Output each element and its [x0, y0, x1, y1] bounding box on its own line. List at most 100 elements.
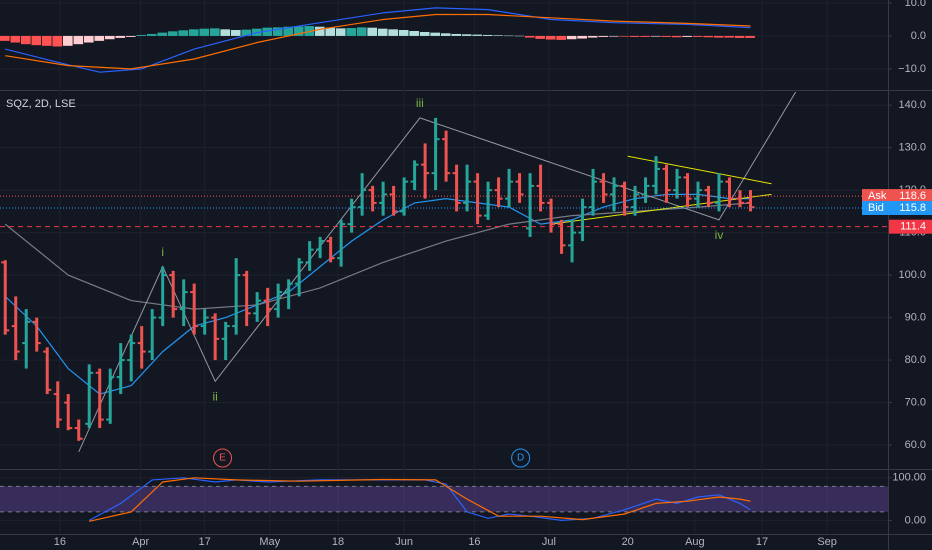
wave-label: i: [161, 245, 164, 259]
histogram-bar: [62, 35, 73, 46]
histogram-bar: [377, 28, 388, 36]
histogram-bar: [199, 28, 210, 36]
histogram-bar: [577, 35, 587, 39]
histogram-bar: [419, 31, 430, 36]
histogram-bar: [472, 34, 482, 36]
histogram-bar: [314, 26, 325, 36]
histogram-bar: [619, 35, 629, 37]
histogram-bar: [325, 27, 336, 36]
histogram-bar: [524, 35, 535, 38]
histogram-bar: [671, 35, 682, 38]
event-label: E: [219, 453, 226, 464]
x-tick-label: 16: [468, 536, 480, 548]
histogram-bar: [566, 35, 577, 40]
x-tick-label: May: [259, 536, 280, 548]
event-marker: [213, 448, 233, 468]
histogram-bar: [293, 26, 304, 36]
x-tick-label: 16: [54, 536, 66, 548]
histogram-bar: [262, 27, 273, 36]
histogram-bar: [10, 35, 21, 43]
histogram-bar: [608, 35, 619, 37]
histogram-bar: [713, 35, 724, 38]
histogram-bar: [461, 34, 472, 36]
x-tick-label: Apr: [132, 536, 149, 548]
y-tick-label: 100.00: [892, 472, 926, 484]
histogram-bar: [220, 29, 231, 36]
histogram-bar: [503, 35, 514, 37]
histogram-bar: [335, 28, 346, 36]
y-tick-label: 140.0: [898, 99, 926, 111]
x-tick-label: Jun: [395, 536, 413, 548]
histogram-bar: [356, 27, 367, 36]
histogram-bar: [640, 35, 650, 37]
indicator-line: [5, 7, 751, 73]
x-tick-label: 17: [756, 536, 768, 548]
x-tick-label: Sep: [817, 536, 837, 548]
y-tick-label: 90.0: [905, 312, 926, 324]
histogram-bar: [682, 35, 692, 37]
histogram-bar: [115, 35, 126, 38]
histogram-bar: [272, 27, 283, 36]
histogram-bar: [545, 35, 556, 40]
histogram-bar: [178, 30, 189, 36]
histogram-bar: [157, 32, 168, 36]
y-tick-label: 130.0: [898, 142, 926, 154]
histogram-bar: [556, 35, 566, 40]
price-label-value: 118.6: [899, 190, 926, 202]
histogram-bar: [482, 34, 493, 36]
histogram-bar: [493, 35, 503, 36]
histogram-bar: [587, 35, 598, 38]
indicator-line: [89, 477, 751, 522]
indicator-line: [88, 477, 751, 522]
price-label-box: [889, 219, 932, 234]
histogram-bar: [661, 35, 671, 37]
histogram-bar: [230, 30, 241, 36]
histogram-bar: [31, 35, 42, 46]
y-tick-label: 100.0: [898, 269, 926, 281]
histogram-bar: [724, 35, 734, 38]
x-tick-label: Aug: [685, 536, 705, 548]
histogram-bar: [41, 35, 52, 46]
y-tick-label: 10.0: [905, 0, 926, 9]
y-tick-label: 0.0: [911, 30, 926, 42]
trend-line: [627, 155, 772, 185]
trend-line: [551, 193, 772, 225]
histogram-bar: [367, 27, 378, 36]
event-marker: [511, 448, 531, 468]
wave-label: iii: [416, 96, 424, 110]
x-tick-label: 20: [622, 536, 634, 548]
histogram-bar: [125, 35, 136, 37]
price-label-name: Bid: [868, 202, 884, 214]
histogram-bar: [409, 30, 420, 36]
x-tick-label: Jul: [542, 536, 556, 548]
wave-label: iv: [715, 228, 724, 242]
histogram-bar: [535, 35, 545, 39]
histogram-bar: [650, 35, 661, 37]
price-label-value: 111.4: [900, 221, 926, 233]
y-tick-label: 80.0: [905, 354, 926, 366]
x-tick-label: 18: [332, 536, 344, 548]
price-label-name: Ask: [868, 190, 887, 202]
histogram-bar: [388, 29, 399, 36]
panel: [0, 92, 888, 468]
histogram-bar: [430, 32, 441, 36]
x-tick-label: 17: [199, 536, 211, 548]
histogram-bar: [451, 33, 462, 36]
event-label: D: [517, 453, 524, 464]
histogram-bar: [83, 35, 94, 43]
histogram-bar: [104, 35, 115, 40]
histogram-bar: [598, 35, 608, 37]
chart-title: SQZ, 2D, LSE: [6, 98, 76, 110]
histogram-bar: [20, 35, 31, 45]
histogram-bar: [73, 35, 84, 45]
y-tick-label: 70.0: [905, 396, 926, 408]
price-label-box: [862, 189, 932, 204]
histogram-bar: [209, 28, 220, 36]
histogram-bar: [241, 29, 252, 36]
histogram-bar: [745, 35, 755, 38]
histogram-bar: [0, 35, 10, 41]
histogram-bar: [346, 28, 357, 36]
histogram-bar: [703, 35, 713, 38]
histogram-bar: [146, 33, 157, 36]
